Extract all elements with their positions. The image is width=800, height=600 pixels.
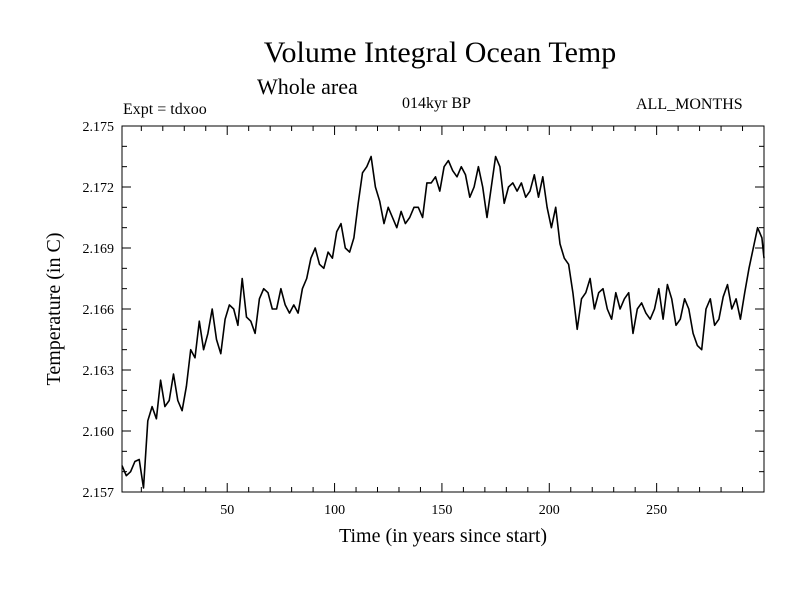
y-axis-title: Temperature (in C) (43, 233, 65, 386)
chart-subtitle: Whole area (257, 74, 358, 99)
months-label: ALL_MONTHS (636, 96, 743, 113)
tick-labels: 50 100 150 200 250 2.157 2.160 2.163 2.166 2.169 2… (83, 120, 668, 518)
period-label: 014kyr BP (402, 95, 471, 112)
axis-ticks (122, 125, 764, 493)
plot-frame (121, 125, 765, 493)
x-axis-title: Time (in years since start) (339, 525, 547, 547)
y-tick-label: 2.160 (83, 425, 115, 440)
y-tick-label: 2.166 (83, 303, 115, 318)
chart-title: Volume Integral Ocean Temp (263, 36, 617, 69)
y-tick-label: 2.169 (83, 242, 115, 257)
experiment-label: Expt = tdxoo (123, 101, 207, 118)
x-tick-label: 250 (646, 503, 667, 518)
x-tick-label: 200 (539, 503, 560, 518)
y-tick-label: 2.175 (83, 120, 115, 135)
x-tick-label: 50 (220, 503, 234, 518)
series-line (121, 155, 765, 489)
y-tick-label: 2.163 (83, 364, 115, 379)
y-tick-label: 2.172 (83, 181, 115, 196)
x-tick-label: 150 (431, 503, 452, 518)
x-tick-label: 100 (324, 503, 345, 518)
y-tick-label: 2.157 (83, 486, 115, 501)
